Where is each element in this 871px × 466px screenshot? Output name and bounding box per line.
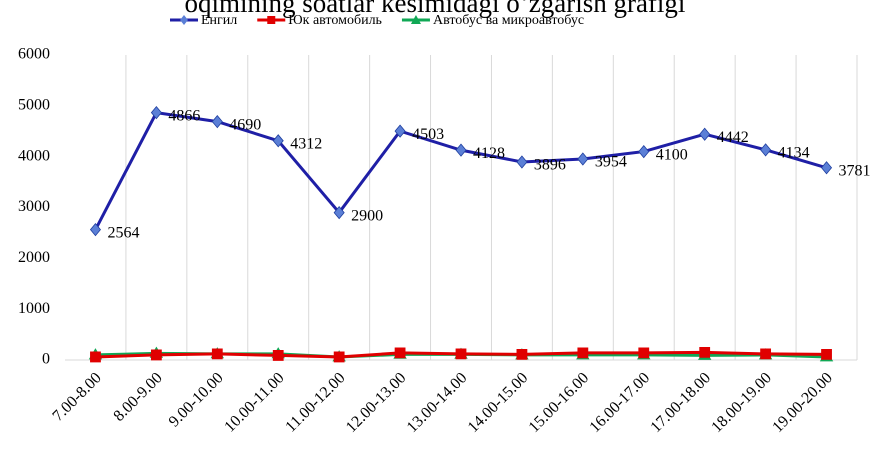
x-tick-label: 10.00-11.00 xyxy=(221,369,287,435)
x-tick-label: 13.00-14.00 xyxy=(404,369,471,436)
marker xyxy=(211,348,223,360)
x-tick-label: 19.00-20.00 xyxy=(769,369,836,436)
x-tick-label: 15.00-16.00 xyxy=(526,369,593,436)
x-tick-label: 11.00-12.00 xyxy=(282,369,348,435)
legend-marker xyxy=(180,15,188,25)
data-label: 3954 xyxy=(595,154,627,171)
marker xyxy=(455,143,467,157)
legend: Енгил Юк автомобиль Автобус ва микроавтобу… xyxy=(170,13,584,28)
marker xyxy=(577,152,589,166)
legend-label: Енгил xyxy=(201,13,237,28)
legend-label: Юк автомобиль xyxy=(288,13,382,28)
x-tick-label: 7.00-8.00 xyxy=(50,369,105,424)
x-tick-label: 14.00-15.00 xyxy=(465,369,532,436)
marker xyxy=(577,347,589,359)
marker xyxy=(638,347,650,359)
data-label: 4100 xyxy=(656,146,688,163)
marker xyxy=(516,349,528,360)
marker xyxy=(211,114,223,129)
data-label: 2564 xyxy=(107,224,139,241)
marker xyxy=(638,144,650,159)
marker xyxy=(516,155,528,169)
chart-title: oqimining soatlar kesimidagi o‘zgarish g… xyxy=(185,0,686,18)
legend-marker xyxy=(410,15,421,24)
data-label: 4128 xyxy=(473,145,505,162)
marker xyxy=(394,124,406,138)
marker xyxy=(760,143,772,157)
x-tick-label: 17.00-18.00 xyxy=(647,369,714,436)
marker xyxy=(89,223,101,237)
marker xyxy=(333,205,345,220)
marker xyxy=(455,348,467,360)
x-tick-label: 18.00-19.00 xyxy=(708,369,775,436)
data-label: 3781 xyxy=(839,162,871,179)
data-label: 4690 xyxy=(229,116,261,133)
legend-label: Автобус ва микроавтобус xyxy=(433,13,584,28)
data-label: 4134 xyxy=(778,145,810,162)
marker xyxy=(150,106,162,120)
x-tick-label: 9.00-10.00 xyxy=(166,369,227,430)
marker xyxy=(821,161,833,175)
x-tick-label: 12.00-13.00 xyxy=(343,369,410,436)
data-label: 4312 xyxy=(290,135,322,152)
marker xyxy=(699,346,711,358)
data-label: 4866 xyxy=(168,107,200,124)
legend-marker xyxy=(267,16,276,24)
y-tick-label: 0 xyxy=(42,351,50,368)
marker xyxy=(150,349,162,361)
marker xyxy=(272,134,284,148)
y-tick-label: 3000 xyxy=(18,198,50,215)
y-tick-label: 6000 xyxy=(18,46,50,63)
marker xyxy=(394,347,406,359)
data-label: 4442 xyxy=(717,129,749,146)
data-label: 2900 xyxy=(351,207,383,224)
y-tick-label: 2000 xyxy=(18,249,50,266)
data-label: 4503 xyxy=(412,126,444,143)
marker xyxy=(333,351,345,363)
y-tick-label: 1000 xyxy=(18,300,50,317)
marker xyxy=(272,350,284,361)
marker xyxy=(760,348,772,360)
y-tick-label: 4000 xyxy=(18,147,50,164)
marker xyxy=(821,349,832,360)
marker xyxy=(90,351,101,363)
x-tick-label: 8.00-9.00 xyxy=(110,369,165,424)
marker xyxy=(699,127,711,141)
x-tick-label: 16.00-17.00 xyxy=(586,369,653,436)
y-tick-label: 5000 xyxy=(18,97,50,114)
data-label: 3896 xyxy=(534,157,566,174)
